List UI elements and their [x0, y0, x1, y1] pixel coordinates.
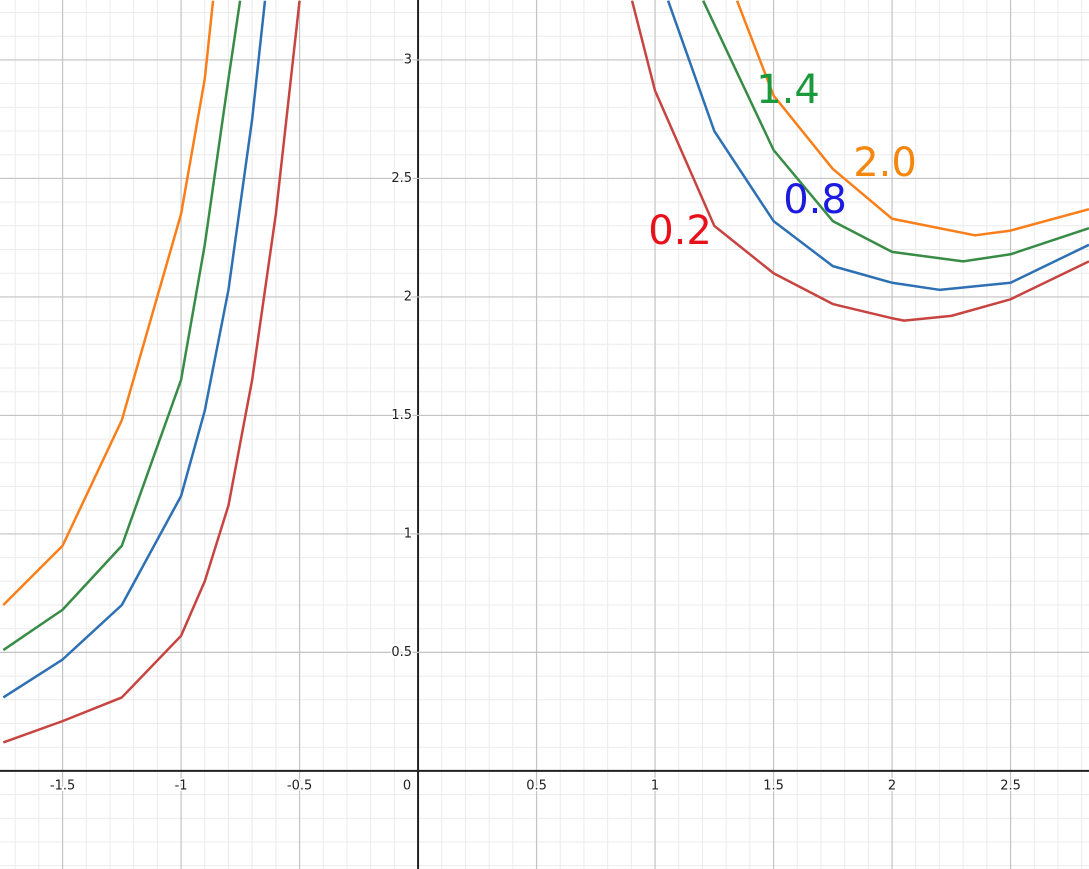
curve: [2, 0, 1089, 652]
curve-label: 1.4: [756, 67, 820, 113]
x-tick-label: 2.5: [1000, 778, 1021, 793]
curve: [2, 0, 1089, 744]
x-tick-label: 1.5: [763, 778, 784, 793]
x-tick-label: -0.5: [287, 778, 312, 793]
y-tick-label: 1: [404, 526, 412, 541]
x-tick-label: 0: [403, 778, 411, 793]
curve: [2, 0, 1089, 606]
curve-label: 0.2: [648, 208, 712, 254]
tick-labels: -1.5 -1 -0.5 0 0.5 1 1.5 2 2.5 0.5 1 1.5 2 2.5 3: [48, 51, 1022, 795]
curve-labels: 0.2 0.8 1.4 2.0: [648, 67, 917, 254]
y-tick-label: 0.5: [391, 645, 412, 660]
x-tick-label: 1: [651, 778, 659, 793]
y-tick-label: 3: [404, 52, 412, 67]
curve-label: 2.0: [853, 140, 917, 186]
curves: [2, 0, 1089, 744]
x-tick-label: -1.5: [50, 778, 75, 793]
y-tick-label: 2.5: [391, 171, 412, 186]
curve: [2, 0, 1089, 699]
curve-label: 0.8: [783, 177, 847, 223]
y-tick-label: 2: [404, 289, 412, 304]
x-tick-label: 0.5: [526, 778, 547, 793]
x-tick-label: 2: [888, 778, 896, 793]
y-tick-label: 1.5: [391, 408, 412, 423]
x-tick-label: -1: [175, 778, 188, 793]
